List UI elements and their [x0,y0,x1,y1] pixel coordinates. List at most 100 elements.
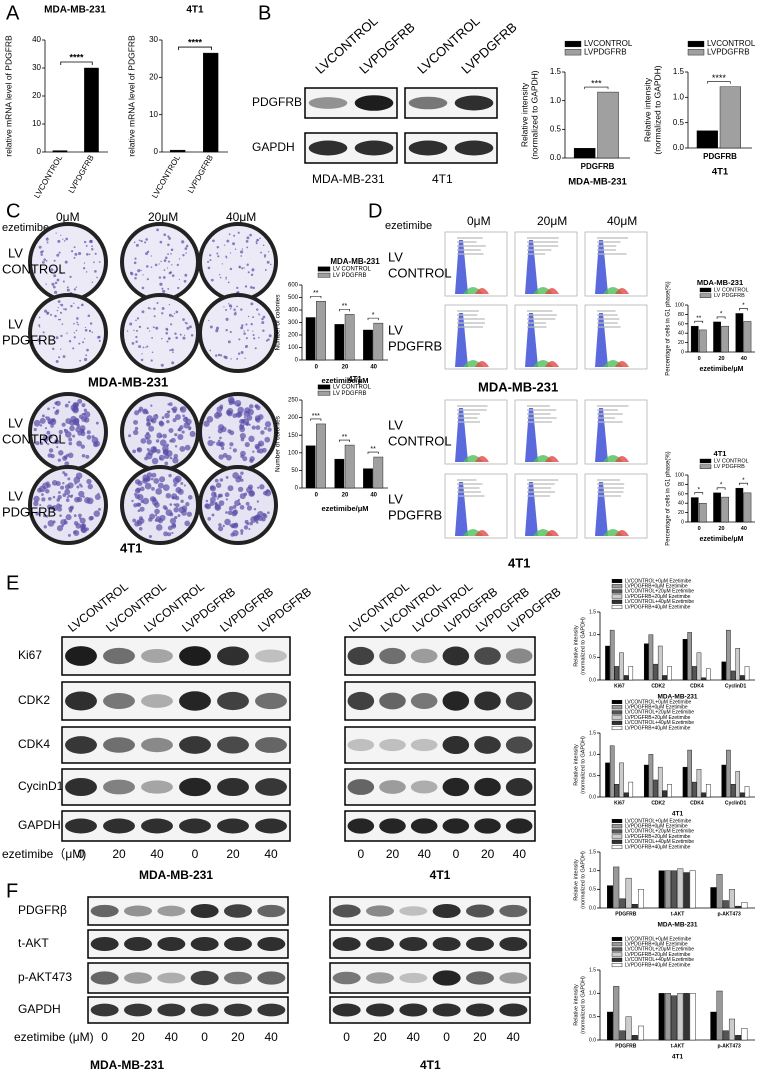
blot-band [347,818,375,834]
y-tick-label: 1.5 [673,67,685,76]
legend-label: LVCONTROL+40μM Ezetimibe [625,599,694,605]
blot-band [432,904,461,918]
bar [682,639,688,681]
x-tick-label: 40 [370,365,377,371]
colony [80,485,83,488]
colony [254,417,259,422]
colony [54,439,59,444]
colony [77,323,80,326]
colony [151,351,154,354]
colony [153,307,156,311]
sig-bracket [739,308,748,311]
colony [254,347,257,350]
bar [664,870,671,909]
bar [605,645,610,681]
legend-swatch [317,384,331,390]
blot-band [454,95,494,111]
blot-band [442,691,470,711]
colony [148,425,155,432]
colony [66,332,68,334]
colony [260,430,265,435]
bar [643,764,649,798]
y-axis-label: Number of colonies [275,415,282,472]
colony [46,483,51,488]
sig-bracket [178,46,212,51]
colony [164,412,170,419]
colony [237,352,241,355]
colony [48,420,52,424]
colony [239,423,243,427]
colony [178,258,181,260]
sig-label: **** [69,52,84,62]
bar [648,634,654,681]
sig-label: ** [696,315,702,322]
colony [259,237,261,240]
colony [186,326,190,330]
colony [236,286,239,289]
colony [185,244,189,248]
bar [344,444,355,489]
colony [144,456,148,461]
blot-frame [344,681,536,721]
colony [183,422,190,429]
blot-band [217,736,249,754]
legend-label: LVCONTROL+0μM Ezetimibe [625,936,691,942]
colony [52,406,55,409]
blot-band [442,818,470,834]
blot-band [505,691,533,711]
blot-band [466,971,494,985]
colony [219,478,224,482]
blot-band [432,970,461,986]
blot-band [410,693,438,709]
blot-frame [61,726,291,764]
colony [164,256,168,260]
x-tick-label: Ki67 [614,800,625,806]
colony [247,271,250,274]
x-tick-label: CDK2 [651,800,665,806]
bar [683,872,690,909]
x-tick-label: t-AKT [671,911,685,917]
legend-swatch [317,390,331,396]
sig-label: * [720,311,723,318]
y-axis-label: relative mRNA level of PDGFRB [3,35,13,157]
blot-band [90,1003,119,1017]
x-tick-label: CDK2 [651,683,665,689]
colony [240,308,243,311]
colony [168,260,171,263]
colony [131,499,134,503]
blot-band [217,691,249,711]
label: 40 [418,847,432,861]
bar [705,784,711,798]
colony [150,477,154,481]
y-axis-label: Relative intensity [573,625,579,667]
colony [223,244,226,246]
colony [237,403,241,407]
colony [219,436,222,440]
blot-frame [87,929,289,959]
colony [225,409,232,416]
x-tick-label: 40 [741,526,747,532]
colony [44,427,48,430]
colony [162,505,167,510]
y-tick-label: 60 [678,321,684,327]
colony [62,238,64,240]
colony [76,485,80,489]
blot-frame [329,962,531,994]
colony [60,303,64,307]
colony [172,457,179,464]
legend-label: LVPDGFRB+0μM Ezetimibe [625,824,688,830]
colony [162,484,170,491]
colony [87,314,91,318]
label: ezetimibe [2,222,49,234]
colony [185,501,190,507]
colony [146,250,150,253]
colony [132,449,137,454]
legend-label: LV CONTROL [714,458,749,464]
bar [721,496,729,523]
panel-label: D [368,200,382,222]
blot-band [442,736,470,754]
colony [175,503,180,508]
blot-band [103,737,135,753]
blot-band [179,646,211,666]
colony [55,481,61,487]
